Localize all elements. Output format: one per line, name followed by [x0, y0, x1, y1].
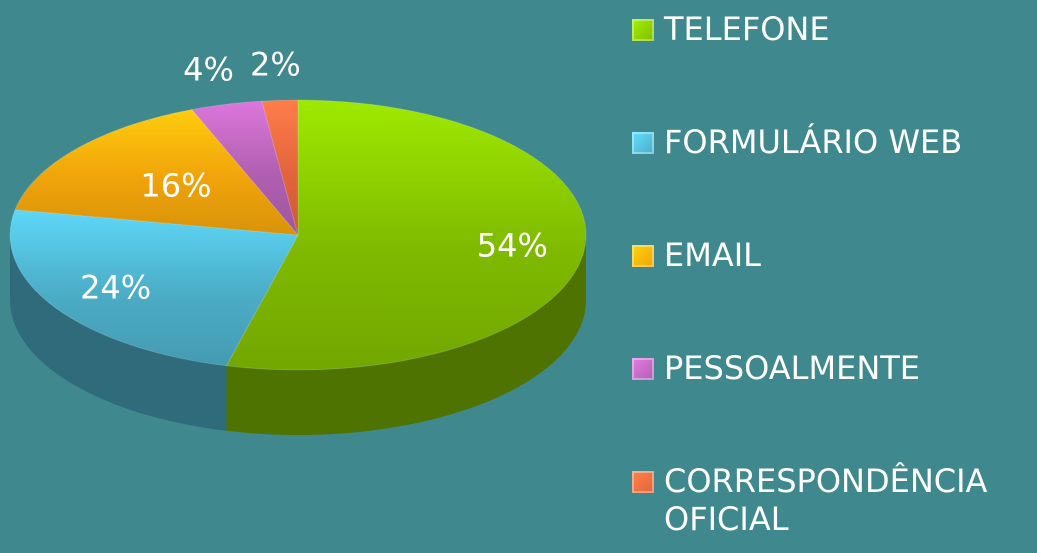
data-label: 2% — [250, 46, 301, 84]
legend-label: EMAIL — [664, 236, 761, 274]
legend-swatch — [632, 245, 654, 267]
pie-side — [10, 235, 227, 431]
data-label: 54% — [477, 227, 548, 265]
legend-item: FORMULÁRIO WEB — [632, 123, 1032, 161]
legend-swatch — [632, 19, 654, 41]
legend-label: CORRESPONDÊNCIA OFICIAL — [664, 462, 988, 538]
legend-swatch — [632, 132, 654, 154]
pie-slice — [14, 108, 300, 236]
legend-item: TELEFONE — [632, 10, 1032, 48]
pie-slice — [191, 100, 299, 236]
pie-side — [226, 235, 586, 435]
legend-item: PESSOALMENTE — [632, 349, 1032, 387]
legend-label: TELEFONE — [664, 10, 830, 48]
pie-slice — [225, 99, 587, 371]
legend-swatch — [632, 471, 654, 493]
legend-label: PESSOALMENTE — [664, 349, 921, 387]
chart: 54% 24% 16% 4% 2% — [9, 46, 587, 435]
data-label: 16% — [140, 167, 211, 205]
data-label: 24% — [80, 268, 151, 306]
legend-swatch — [632, 358, 654, 380]
pie-slice — [261, 99, 299, 236]
legend-item: EMAIL — [632, 236, 1032, 274]
data-label: 4% — [183, 51, 234, 89]
pie-slice — [9, 209, 299, 367]
legend-label: FORMULÁRIO WEB — [664, 123, 963, 161]
legend-item: CORRESPONDÊNCIA OFICIAL — [632, 462, 1032, 538]
